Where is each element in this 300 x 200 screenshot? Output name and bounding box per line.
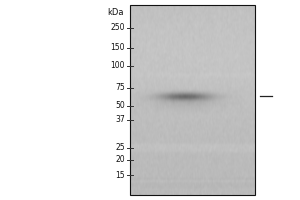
Text: 150: 150: [110, 44, 125, 52]
Text: 100: 100: [110, 62, 125, 71]
Text: 250: 250: [110, 23, 125, 32]
Text: 15: 15: [116, 170, 125, 180]
Text: 25: 25: [116, 144, 125, 152]
Text: kDa: kDa: [107, 8, 124, 17]
Text: 37: 37: [115, 116, 125, 124]
Text: 75: 75: [115, 84, 125, 92]
Bar: [130, 5, 255, 195]
Text: 20: 20: [116, 156, 125, 164]
Text: 50: 50: [115, 102, 125, 110]
